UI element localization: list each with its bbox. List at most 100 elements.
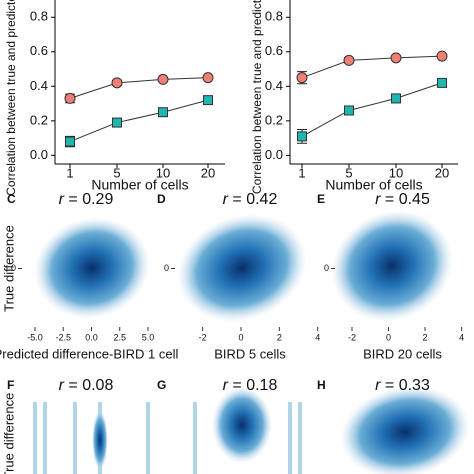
y-tick-label: 0 xyxy=(11,263,16,273)
x-tick-label: -2.5 xyxy=(55,332,71,342)
series-line xyxy=(69,99,209,143)
x-tick-label: -2 xyxy=(348,332,356,342)
x-tick-label: 1 xyxy=(298,165,305,180)
x-axis-title: Predicted difference-BIRD 1 cell xyxy=(0,346,178,361)
series-line xyxy=(301,82,443,137)
y-axis-title: Correlation between true and predicted d… xyxy=(4,0,18,196)
density-cloud xyxy=(92,410,108,470)
panel-label: C xyxy=(7,192,16,206)
r-symbol: r xyxy=(375,377,381,394)
y-tick-label: 0 xyxy=(324,263,329,273)
point xyxy=(344,105,354,116)
x-tick-label: 0.0 xyxy=(85,332,98,342)
y-axis-title: Correlation between true and predicted d… xyxy=(250,0,264,194)
point xyxy=(158,107,168,118)
r-value: = 0.45 xyxy=(380,191,429,208)
r-symbol: r xyxy=(223,377,229,394)
density-stripe xyxy=(193,402,197,474)
point xyxy=(157,73,169,85)
point xyxy=(297,131,307,142)
x-tick-label: 4 xyxy=(459,332,464,342)
r-value: = 0.18 xyxy=(228,377,277,394)
x-tick-label: 20 xyxy=(201,165,215,180)
point xyxy=(296,72,308,84)
point xyxy=(64,92,76,104)
r-annotation: r = 0.45 xyxy=(375,191,430,208)
x-axis-title: BIRD 5 cells xyxy=(214,346,286,361)
point xyxy=(436,50,448,62)
x-tick-label: 5.0 xyxy=(142,332,155,342)
r-annotation: r = 0.18 xyxy=(223,377,278,394)
y-tick-label: 0.4 xyxy=(265,78,283,93)
x-tick-label: 2 xyxy=(423,332,428,342)
x-tick-label: 0 xyxy=(386,332,391,342)
x-axis-title: BIRD 20 cells xyxy=(363,346,442,361)
r-value: = 0.42 xyxy=(228,191,277,208)
y-tick-label: 0.0 xyxy=(265,147,283,162)
point xyxy=(202,72,214,84)
panel-label: D xyxy=(157,192,166,206)
density-cloud xyxy=(331,210,453,322)
x-tick-label: 1 xyxy=(66,165,73,180)
y-tick-label: 0.8 xyxy=(30,9,48,24)
panel-label: E xyxy=(317,192,325,206)
y-tick-label: 0.2 xyxy=(30,112,48,127)
density-stripe xyxy=(146,402,150,474)
r-annotation: r = 0.29 xyxy=(59,191,114,208)
y-tick-label: 0.4 xyxy=(30,78,48,93)
x-tick-label: 5 xyxy=(113,165,120,180)
y-tick-label: 0.8 xyxy=(265,9,283,24)
x-tick-label: 2 xyxy=(277,332,282,342)
x-tick-label: 2.5 xyxy=(113,332,126,342)
r-value: = 0.33 xyxy=(380,377,429,394)
point xyxy=(112,117,122,128)
point xyxy=(203,95,213,106)
x-tick-label: 10 xyxy=(156,165,170,180)
x-tick-label: -5.0 xyxy=(27,332,43,342)
density-stripe xyxy=(43,402,47,474)
r-value: = 0.29 xyxy=(64,191,113,208)
point xyxy=(391,93,401,104)
y-tick-label: 0.6 xyxy=(30,43,48,58)
density-stripe xyxy=(298,402,302,474)
point xyxy=(437,77,447,88)
series-line xyxy=(69,77,209,99)
density-cloud xyxy=(340,386,470,474)
y-axis-title: True difference xyxy=(1,393,16,474)
x-tick-label: 0 xyxy=(238,332,243,342)
r-value: = 0.08 xyxy=(64,377,113,394)
y-axis-title: True difference xyxy=(1,225,16,312)
r-annotation: r = 0.08 xyxy=(59,377,114,394)
y-tick-label: 0 xyxy=(164,263,169,273)
x-axis-title: Number of cells xyxy=(91,177,188,193)
density-cloud xyxy=(34,217,150,319)
series-line xyxy=(301,55,443,79)
density-stripe xyxy=(73,402,77,474)
r-symbol: r xyxy=(59,191,65,208)
y-tick-label: 0.6 xyxy=(265,43,283,58)
x-tick-label: 5 xyxy=(345,165,352,180)
density-cloud xyxy=(177,214,307,322)
panel-label: G xyxy=(157,378,166,392)
y-tick-label: 0.0 xyxy=(30,147,48,162)
point xyxy=(390,52,402,64)
point xyxy=(65,136,75,147)
r-symbol: r xyxy=(59,377,65,394)
density-cloud xyxy=(212,387,272,463)
x-tick-label: 4 xyxy=(315,332,320,342)
r-symbol: r xyxy=(223,191,229,208)
x-tick-label: 20 xyxy=(435,165,449,180)
density-stripe xyxy=(288,402,292,474)
panel-label: F xyxy=(7,378,14,392)
r-symbol: r xyxy=(375,191,381,208)
r-annotation: r = 0.42 xyxy=(223,191,278,208)
r-annotation: r = 0.33 xyxy=(375,377,430,394)
panel-label: H xyxy=(317,378,326,392)
density-stripe xyxy=(33,402,37,474)
x-axis-title: Number of cells xyxy=(325,177,422,193)
x-tick-label: -2 xyxy=(199,332,207,342)
point xyxy=(343,54,355,66)
x-tick-label: 10 xyxy=(389,165,403,180)
point xyxy=(111,77,123,89)
